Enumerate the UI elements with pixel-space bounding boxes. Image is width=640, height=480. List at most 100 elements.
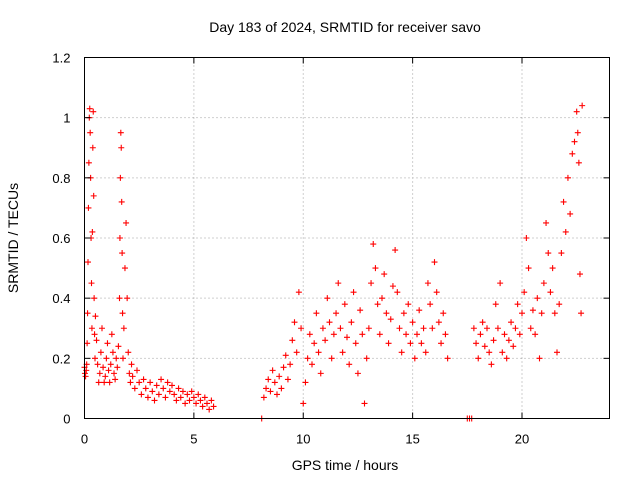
data-point — [82, 373, 89, 380]
data-point — [534, 295, 541, 302]
axis-ticks — [84, 57, 610, 419]
data-point — [440, 310, 447, 317]
data-point — [381, 271, 388, 278]
data-point — [409, 319, 416, 326]
data-point — [516, 331, 523, 338]
data-point — [100, 364, 107, 371]
data-point — [319, 325, 326, 332]
data-point — [162, 394, 169, 401]
data-point — [103, 355, 110, 362]
data-point — [142, 385, 149, 392]
data-point — [396, 325, 403, 332]
data-point — [505, 337, 512, 344]
data-point — [271, 379, 278, 386]
data-point — [383, 310, 390, 317]
data-point — [95, 379, 102, 386]
data-point — [365, 325, 372, 332]
data-point — [486, 349, 493, 356]
data-point — [479, 319, 486, 326]
data-point — [134, 367, 140, 374]
data-point — [560, 198, 567, 205]
data-point — [488, 361, 495, 368]
data-point — [295, 289, 302, 296]
data-point — [129, 373, 136, 380]
data-point — [193, 400, 200, 407]
data-point — [280, 364, 287, 371]
data-point — [385, 340, 392, 347]
data-point — [89, 144, 96, 151]
data-point — [562, 228, 569, 235]
data-point — [564, 174, 571, 181]
data-point — [322, 337, 329, 344]
data-point — [578, 310, 585, 317]
data-point — [315, 349, 322, 356]
data-point — [184, 391, 191, 398]
data-point — [571, 138, 578, 145]
data-point — [289, 337, 296, 344]
data-point — [333, 310, 340, 317]
data-point — [352, 340, 359, 347]
data-point — [573, 108, 580, 115]
data-point — [118, 198, 125, 205]
data-point — [499, 349, 506, 356]
data-point — [111, 370, 118, 377]
x-axis-label: GPS time / hours — [292, 457, 399, 473]
data-point — [326, 319, 333, 326]
data-point — [263, 385, 270, 392]
data-point — [93, 337, 100, 344]
data-point — [407, 340, 414, 347]
data-point — [90, 192, 97, 199]
data-point — [337, 325, 344, 332]
x-tick-label: 20 — [515, 432, 529, 447]
data-point — [348, 319, 355, 326]
data-point — [444, 355, 451, 362]
data-point — [335, 280, 342, 287]
data-point — [370, 241, 377, 248]
data-point — [433, 289, 440, 296]
data-point — [470, 325, 477, 332]
data-point — [494, 325, 501, 332]
data-point — [118, 144, 125, 151]
data-point — [313, 310, 320, 317]
data-point — [540, 280, 547, 287]
data-point — [182, 400, 189, 407]
data-point — [92, 355, 98, 362]
data-point — [201, 394, 208, 401]
y-tick-label: 1 — [63, 111, 70, 126]
data-point — [188, 388, 195, 395]
data-point — [416, 307, 423, 314]
data-point — [108, 331, 115, 338]
data-point — [124, 295, 131, 302]
data-point — [177, 394, 184, 401]
data-point — [420, 325, 427, 332]
data-point — [344, 334, 350, 341]
data-point — [304, 355, 311, 362]
data-point — [545, 250, 552, 257]
data-point — [106, 379, 113, 386]
data-point — [109, 349, 116, 356]
data-point — [116, 295, 123, 302]
y-tick-labels: 0 0.2 0.4 0.6 0.8 1 1.2 — [52, 51, 70, 427]
y-tick-label: 0 — [63, 412, 70, 427]
data-point — [94, 361, 101, 368]
data-point — [87, 129, 94, 136]
data-point — [208, 397, 215, 404]
data-point — [120, 325, 127, 332]
data-point — [341, 301, 348, 308]
data-point — [190, 394, 197, 401]
data-point — [394, 289, 401, 296]
data-point — [160, 385, 167, 392]
data-point — [490, 337, 497, 344]
data-point — [169, 382, 175, 389]
data-point — [284, 376, 291, 383]
data-point — [519, 310, 525, 317]
data-point — [481, 343, 488, 350]
data-point — [368, 280, 375, 287]
data-point — [274, 391, 280, 398]
data-point — [138, 391, 145, 398]
data-point — [164, 379, 171, 386]
data-point — [525, 265, 532, 272]
data-point — [84, 310, 91, 317]
grid-lines — [84, 57, 610, 419]
